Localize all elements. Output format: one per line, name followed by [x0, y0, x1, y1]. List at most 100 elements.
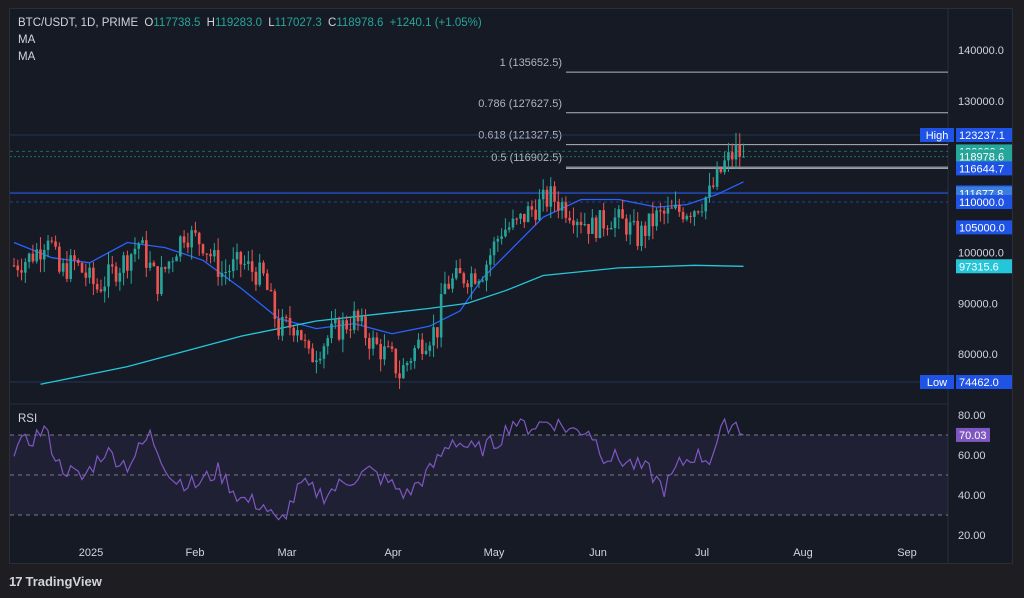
candle-body [84, 272, 88, 278]
rsi-tag [956, 427, 990, 442]
candle-body [458, 268, 462, 274]
candle-body [708, 185, 711, 198]
candle-body [337, 319, 341, 340]
candle-body [696, 211, 700, 213]
fib-label: 1 (135652.5) [500, 57, 562, 69]
candle-body [557, 201, 560, 211]
candle-body [424, 350, 428, 354]
candle-body [311, 348, 314, 363]
fib-label: 0.618 (121327.5) [478, 130, 562, 142]
candle-body [220, 272, 224, 277]
candle-body [133, 248, 137, 255]
candle-body [50, 240, 54, 242]
candle-body [602, 210, 605, 229]
price-tag-prefix-box [920, 128, 954, 142]
candle-body [152, 262, 156, 267]
candle-body [175, 256, 178, 262]
time-axis-tick: Feb [186, 547, 205, 559]
candle-body [719, 168, 723, 173]
price-tag-text: 110000.0 [959, 197, 1004, 209]
candle-body [572, 220, 575, 226]
candle-body [235, 251, 239, 260]
candle-body [504, 229, 507, 237]
candle-body [364, 316, 367, 339]
candle-body [606, 228, 609, 230]
price-labels: 123237.1High120000.0118978.6116644.71119… [920, 128, 1012, 442]
candle-body [247, 261, 250, 264]
candle-body [284, 316, 288, 318]
candle-body [526, 206, 530, 223]
candle-body [742, 156, 745, 158]
candle-body [88, 267, 91, 278]
candle-body [213, 250, 216, 257]
fib-label: 0.786 (127627.5) [478, 98, 562, 110]
candle-body [662, 210, 666, 214]
candle-body [523, 213, 526, 223]
candle-body [273, 291, 277, 319]
candle-body [99, 289, 103, 292]
candle-body [216, 250, 220, 277]
candle-body [360, 316, 364, 322]
candle-body [254, 271, 258, 285]
candle-body [76, 260, 80, 263]
candle-body [27, 253, 31, 262]
candle-body [368, 338, 371, 349]
time-axis-tick: Aug [793, 547, 813, 559]
price-tag-text: 116644.7 [959, 163, 1004, 175]
candle-body [591, 217, 594, 234]
candle-body [473, 273, 477, 284]
candle-body [148, 262, 152, 268]
high-value: 119283.0 [214, 17, 263, 29]
rsi-panel [10, 417, 948, 521]
candle-body [519, 213, 522, 219]
candle-body [330, 323, 333, 339]
price-tag-text: 74462.0 [959, 377, 999, 389]
chart-canvas[interactable]: 1 (135652.5) 0.786 (127627.5) 0.618 (12132… [10, 9, 1013, 564]
candle-body [383, 346, 386, 360]
candle-body [727, 152, 730, 161]
ma-indicator-1[interactable]: MA [18, 34, 36, 46]
candle-body [560, 202, 564, 211]
candle-body [61, 263, 65, 272]
candle-body [341, 320, 345, 340]
candle-body [541, 189, 545, 200]
time-axis-tick: Mar [278, 547, 297, 559]
candle-body [126, 255, 129, 271]
candle-body [95, 284, 99, 290]
candle-body [583, 224, 587, 226]
candle-body [24, 261, 27, 273]
candle-body [617, 209, 621, 218]
candle-body [92, 267, 95, 285]
candle-body [265, 273, 269, 290]
candle-body [689, 215, 692, 217]
candle-body [167, 261, 171, 269]
candle-body [80, 262, 84, 273]
candle-body [587, 224, 590, 234]
candle-body [239, 251, 243, 265]
candle-body [371, 337, 375, 349]
candle-body [281, 316, 284, 336]
candle-body [42, 250, 46, 260]
price-axis-tick: 140000.0 [958, 45, 1004, 57]
rsi-title[interactable]: RSI [18, 413, 38, 425]
candle-body [496, 238, 500, 242]
rsi-axis-tick: 40.00 [958, 490, 986, 502]
change-value: +1240.1 (+1.05%) [389, 17, 482, 29]
candle-body [186, 242, 190, 248]
candle-body [35, 249, 38, 262]
tradingview-logo-icon: 17 [9, 573, 23, 589]
candle-body [379, 343, 382, 360]
price-tag-text: 105000.0 [959, 222, 1005, 234]
brand-name: TradingView [25, 573, 102, 589]
candle-body [651, 213, 655, 227]
time-axis-tick: Sep [897, 547, 917, 559]
price-tag [956, 220, 1012, 235]
candle-body [640, 225, 643, 247]
ma-indicator-2[interactable]: MA [18, 51, 36, 63]
candle-body [575, 221, 579, 226]
candle-body [299, 330, 303, 340]
price-tag [956, 149, 1012, 164]
candle-body [549, 186, 553, 207]
candle-body [46, 240, 50, 251]
candle-body [209, 253, 212, 257]
